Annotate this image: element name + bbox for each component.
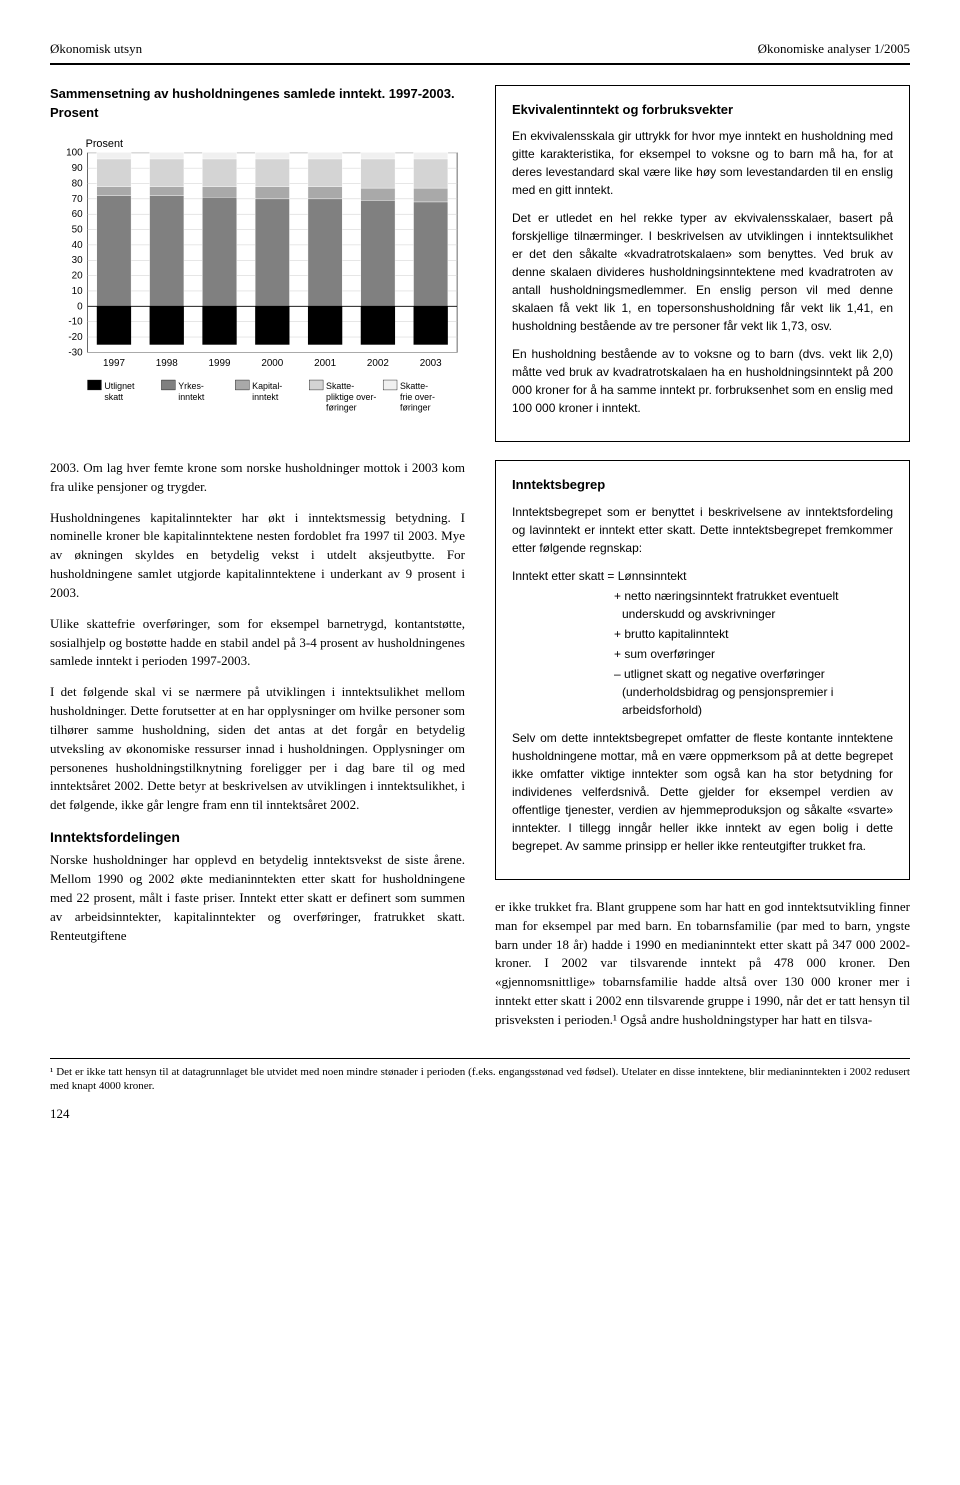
box1-p2: Det er utledet en hel rekke typer av ekv… bbox=[512, 209, 893, 335]
svg-text:60: 60 bbox=[72, 209, 83, 220]
col2-p1: er ikke trukket fra. Blant gruppene som … bbox=[495, 898, 910, 1030]
box1-title: Ekvivalentinntekt og forbruksvekter bbox=[512, 100, 893, 120]
box1-p3: En husholdning bestående av to voksne og… bbox=[512, 345, 893, 417]
svg-text:100: 100 bbox=[66, 147, 83, 158]
svg-text:0: 0 bbox=[77, 301, 83, 312]
svg-text:50: 50 bbox=[72, 224, 83, 235]
svg-text:skatt: skatt bbox=[104, 391, 123, 401]
header-left: Økonomisk utsyn bbox=[50, 40, 142, 59]
svg-text:70: 70 bbox=[72, 193, 83, 204]
svg-text:Skatte-: Skatte- bbox=[400, 380, 428, 390]
header-right: Økonomiske analyser 1/2005 bbox=[758, 40, 910, 59]
svg-text:Utlignet: Utlignet bbox=[104, 380, 135, 390]
svg-text:Skatte-: Skatte- bbox=[326, 380, 354, 390]
svg-text:30: 30 bbox=[72, 255, 83, 266]
svg-text:2003: 2003 bbox=[420, 358, 442, 369]
col1-p4: I det følgende skal vi se nærmere på utv… bbox=[50, 683, 465, 815]
chart-svg: -30 -20 -10 0 10 20 30 40 50 60 70 80 90 100Prosent 19… bbox=[50, 135, 465, 441]
svg-text:inntekt: inntekt bbox=[252, 391, 279, 401]
box2-eq2: + brutto kapitalinntekt bbox=[622, 625, 893, 643]
footnote-rule bbox=[50, 1058, 910, 1059]
svg-text:inntekt: inntekt bbox=[178, 391, 205, 401]
footnote: ¹ Det er ikke tatt hensyn til at datagru… bbox=[50, 1065, 910, 1094]
svg-text:1997: 1997 bbox=[103, 358, 125, 369]
bar-chart: -30 -20 -10 0 10 20 30 40 50 60 70 80 90 100Prosent 19… bbox=[50, 135, 465, 441]
col1-p2: Husholdningenes kapitalinntekter har økt… bbox=[50, 509, 465, 603]
svg-text:frie over-: frie over- bbox=[400, 391, 435, 401]
svg-text:80: 80 bbox=[72, 178, 83, 189]
box2-eq0: Inntekt etter skatt = Lønnsinntekt bbox=[512, 567, 893, 585]
box-ekvivalent: Ekvivalentinntekt og forbruksvekter En e… bbox=[495, 85, 910, 443]
svg-text:Kapital-: Kapital- bbox=[252, 380, 282, 390]
col1-p5: Norske husholdninger har opplevd en bety… bbox=[50, 851, 465, 945]
svg-text:10: 10 bbox=[72, 285, 83, 296]
svg-text:2000: 2000 bbox=[261, 358, 283, 369]
box2-p1: Inntektsbegrepet som er benyttet i beskr… bbox=[512, 503, 893, 557]
section-head-inntektsfordelingen: Inntektsfordelingen bbox=[50, 827, 465, 847]
svg-text:40: 40 bbox=[72, 239, 83, 250]
svg-text:-30: -30 bbox=[68, 347, 83, 358]
box2-title: Inntektsbegrep bbox=[512, 475, 893, 495]
svg-text:føringer: føringer bbox=[400, 402, 431, 412]
svg-text:2001: 2001 bbox=[314, 358, 336, 369]
svg-text:2002: 2002 bbox=[367, 358, 389, 369]
svg-text:-10: -10 bbox=[68, 316, 83, 327]
svg-text:1998: 1998 bbox=[156, 358, 178, 369]
box2-p2: Selv om dette inntektsbegrepet omfatter … bbox=[512, 729, 893, 855]
col1-p3: Ulike skattefrie overføringer, som for e… bbox=[50, 615, 465, 672]
svg-text:-20: -20 bbox=[68, 332, 83, 343]
svg-text:1999: 1999 bbox=[209, 358, 231, 369]
svg-text:føringer: føringer bbox=[326, 402, 357, 412]
svg-text:Yrkes-: Yrkes- bbox=[178, 380, 204, 390]
col1-p1: 2003. Om lag hver femte krone som norske… bbox=[50, 459, 465, 497]
chart-title: Sammensetning av husholdningenes samlede… bbox=[50, 85, 465, 123]
box2-eq3: + sum overføringer bbox=[622, 645, 893, 663]
box1-p1: En ekvivalensskala gir uttrykk for hvor … bbox=[512, 127, 893, 199]
box2-eq4: – utlignet skatt og negative overføringe… bbox=[622, 665, 893, 719]
svg-text:20: 20 bbox=[72, 270, 83, 281]
page-number: 124 bbox=[50, 1105, 910, 1124]
box2-eq1: + netto næringsinntekt fratrukket eventu… bbox=[622, 587, 893, 623]
svg-text:90: 90 bbox=[72, 163, 83, 174]
svg-text:Prosent: Prosent bbox=[86, 137, 123, 149]
svg-text:pliktige over-: pliktige over- bbox=[326, 391, 376, 401]
box-inntektsbegrep: Inntektsbegrep Inntektsbegrepet som er b… bbox=[495, 460, 910, 880]
